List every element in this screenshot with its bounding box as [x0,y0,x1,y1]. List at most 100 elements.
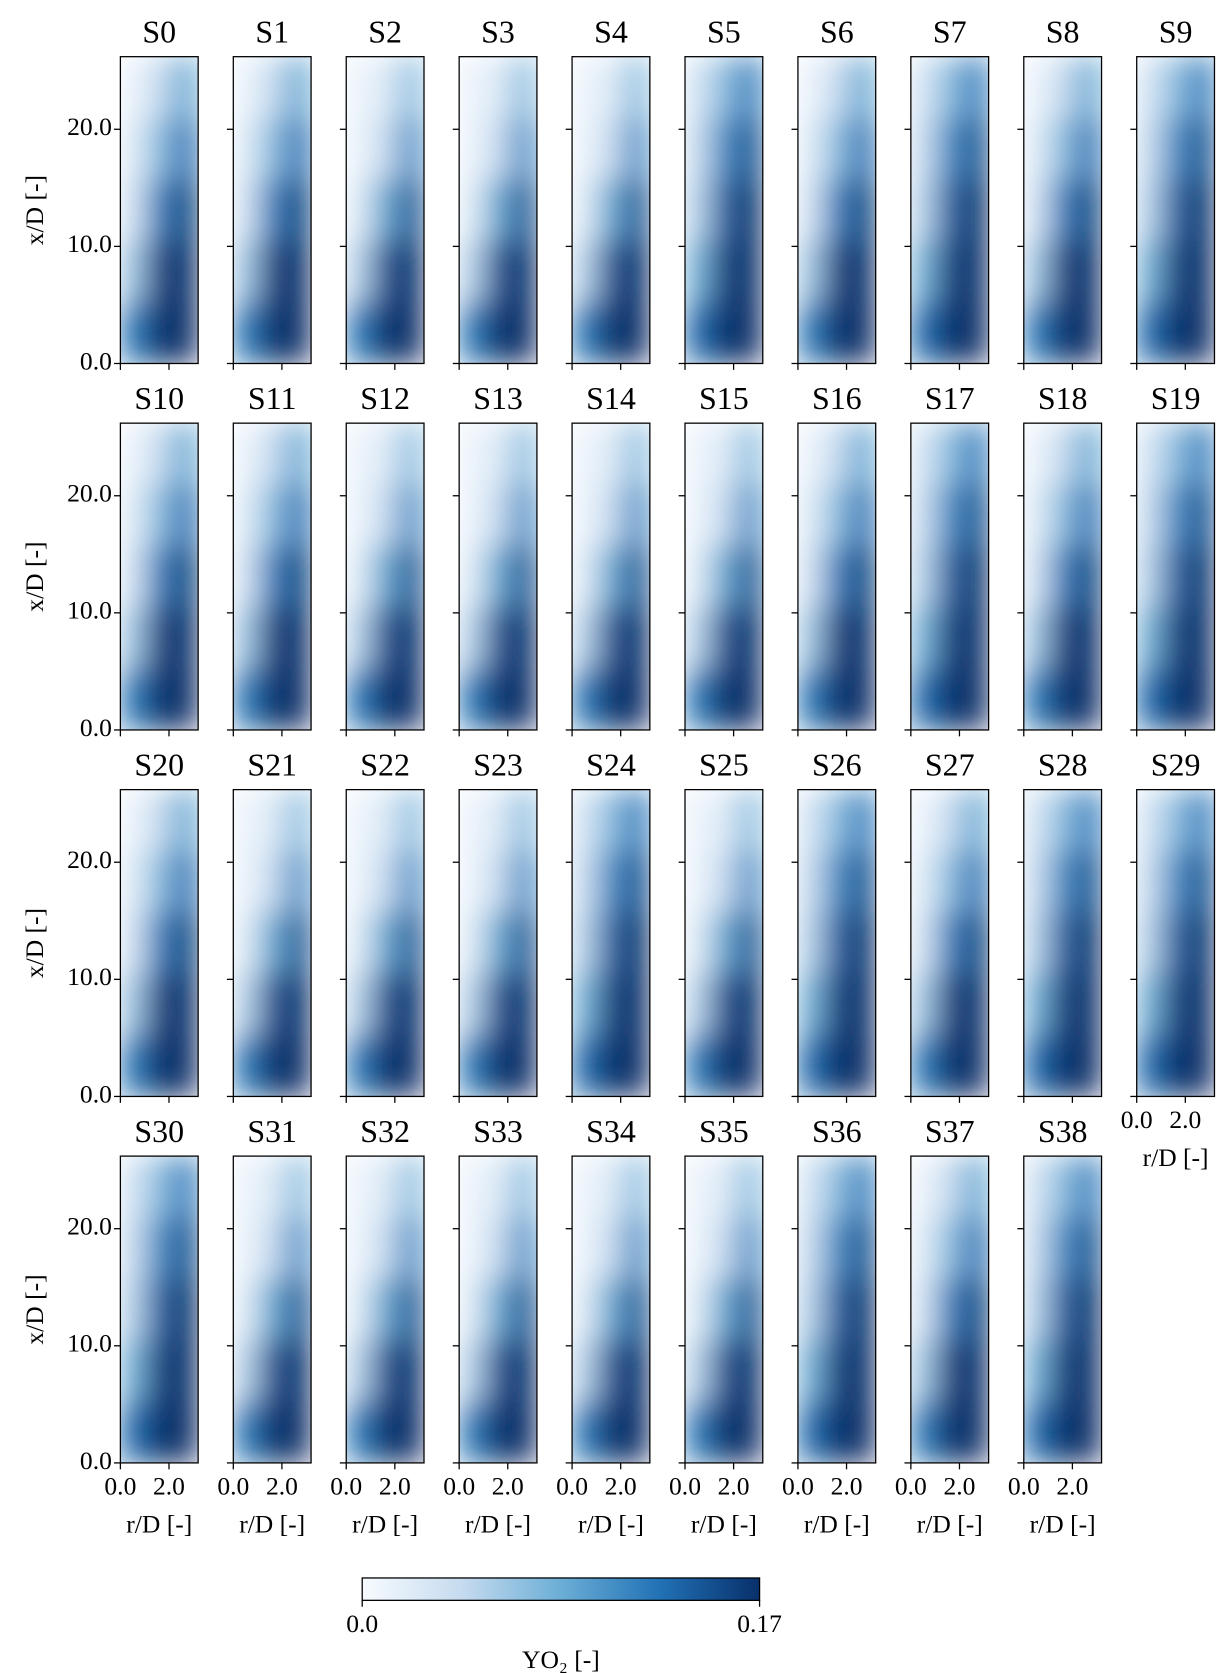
heatmap-cell [372,118,399,180]
x-tick-label: 0.0 [104,1471,136,1500]
x-tick-label: 2.0 [718,1471,750,1500]
heatmap-cell [598,850,625,913]
panel-frame [119,1155,199,1464]
heatmap-cell [685,668,712,730]
heatmap-cell [849,179,876,242]
heatmap-cell [797,302,825,364]
heatmap-cell [849,545,876,608]
heatmap-cell [736,1401,763,1463]
heatmap-cell [1023,973,1051,1036]
heatmap-cell [1136,545,1164,608]
panel-title: S21 [247,748,297,783]
panel-title: S4 [594,15,628,50]
heatmap-cell [624,302,650,364]
heatmap-cell [259,118,286,180]
heatmap-cell [797,1401,825,1463]
heatmap-cell [624,240,650,303]
heatmap-cell [710,1035,738,1097]
heatmap-cells [685,56,763,364]
heatmap [572,56,650,364]
heatmap-cell [936,668,964,730]
heatmap-cell [511,1278,537,1341]
heatmap-cell [459,1035,486,1097]
heatmap-cell [624,1217,650,1280]
heatmap-cell [598,545,625,608]
heatmap-cell [736,302,763,364]
heatmap-cell [398,850,425,913]
heatmap-cell [346,1156,373,1218]
heatmap [797,56,876,364]
heatmap-cell [598,668,625,730]
heatmap-cell [572,607,599,670]
heatmap-cell [172,240,199,303]
heatmap-cell [511,912,537,975]
heatmap-cell [1049,668,1077,730]
heatmap-cell [849,1401,876,1463]
heatmap-cell [346,1340,373,1403]
heatmap-cell [1188,973,1215,1036]
heatmap-cell [710,973,738,1036]
heatmap-cell [146,607,173,670]
heatmap-cell [511,668,537,730]
heatmap-cell [398,973,425,1036]
heatmap-cell [398,484,425,547]
heatmap-cell [172,850,199,913]
heatmap-cell [736,973,763,1036]
heatmap-cell [398,1217,425,1280]
panel-frame [458,422,538,731]
heatmap-cell [849,302,876,364]
heatmap-cell [685,973,712,1036]
heatmap-cell [346,973,373,1036]
y-tick-label: 20.0 [67,1212,112,1241]
panel-frame [458,1155,538,1464]
heatmap-cell [1136,973,1164,1036]
heatmap-cell [910,1217,938,1280]
heatmap-cell [736,56,763,119]
heatmap-cell [936,179,964,242]
panel-frame [119,56,199,365]
heatmap-cells [1136,56,1215,364]
heatmap-cell [685,1278,712,1341]
heatmap-cell [1136,423,1164,486]
y-axis-label: x/D [-] [20,541,49,611]
heatmap-cell [1023,912,1051,975]
heatmap-cell [1023,850,1051,913]
heatmap-cell [685,1401,712,1463]
heatmap-cell [685,240,712,303]
heatmap-cell [962,302,989,364]
heatmap-cell [823,302,851,364]
heatmap-cell [710,484,738,547]
heatmap-cell [962,1340,989,1403]
heatmap-cell [598,607,625,670]
heatmap-cells [1023,1156,1102,1463]
panel-title: S19 [1151,381,1201,416]
heatmap-cell [233,1278,260,1341]
heatmap-cells [346,789,425,1097]
heatmap-cell [346,484,373,547]
heatmap-cell [1075,1340,1102,1403]
heatmap-cell [372,1217,399,1280]
heatmap-cell [233,1401,260,1463]
heatmap-cell [233,240,260,303]
heatmap-cell [962,484,989,547]
heatmap-cell [120,56,147,119]
heatmap-cell [910,1340,938,1403]
heatmap-cell [624,56,650,119]
heatmap-cell [459,668,486,730]
heatmap-cell [233,1340,260,1403]
heatmap-cell [511,545,537,608]
heatmap-cell [1075,1035,1102,1097]
heatmap-cell [285,789,312,852]
heatmap-cell [146,545,173,608]
heatmap-cell [120,668,147,730]
heatmap-cell [1136,789,1164,852]
heatmap-cell [398,56,425,119]
heatmap-cell [511,789,537,852]
heatmap-cell [849,240,876,303]
panel-title: S37 [925,1114,975,1149]
heatmap-cell [710,423,738,486]
panel-frame [797,422,877,731]
heatmap-cell [1162,973,1190,1036]
heatmap-cells [459,1156,537,1463]
heatmap [1023,789,1102,1097]
